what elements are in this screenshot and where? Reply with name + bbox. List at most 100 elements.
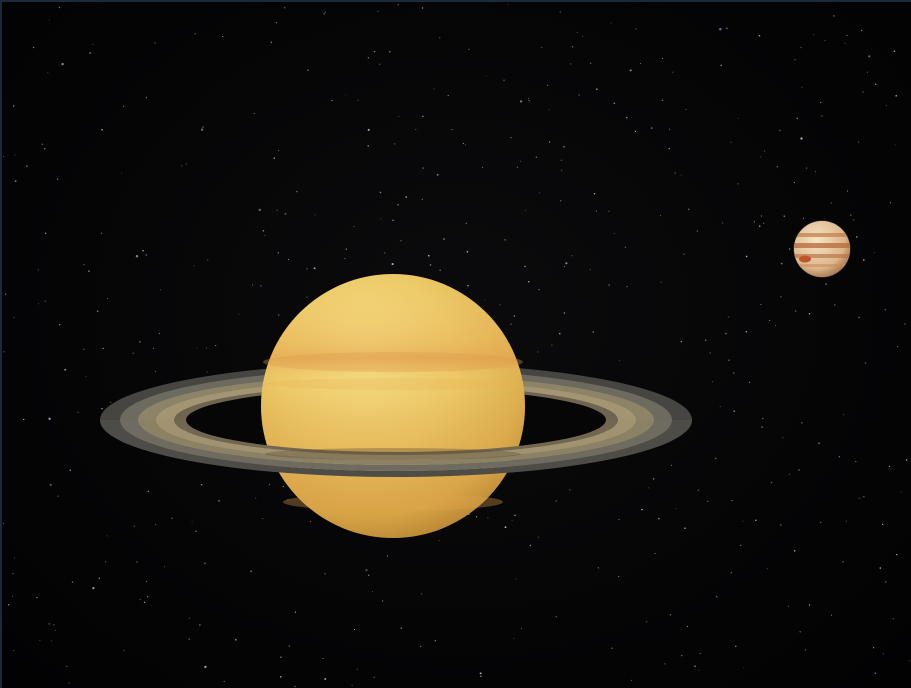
star [658,518,660,520]
star [737,117,739,119]
star [719,27,722,31]
star [563,146,565,148]
star [158,332,160,334]
star [897,346,899,348]
star [89,52,91,54]
star [664,663,666,665]
star [519,160,522,162]
star [782,437,784,439]
star [776,165,779,168]
star [83,264,85,266]
star [555,615,558,618]
star [654,553,656,554]
star [195,530,197,532]
star [668,147,670,150]
star [53,624,55,626]
star [770,481,773,484]
star [37,303,40,305]
star [253,112,255,115]
star [675,507,677,510]
star [193,265,195,267]
star [427,254,430,257]
star [88,270,90,272]
star [699,652,701,655]
star [864,362,867,364]
star [439,37,441,39]
star [760,303,762,306]
star [727,316,729,318]
star [314,214,316,216]
star [47,72,49,74]
star [421,198,423,200]
star [277,314,280,316]
star [110,401,112,403]
star [353,628,356,631]
star [831,614,833,616]
saturn-planet [261,274,525,538]
star [147,596,149,598]
star [894,144,896,146]
star [733,410,735,412]
star [485,75,487,77]
star [613,232,615,234]
star [842,561,844,563]
star [48,417,51,420]
star [529,544,531,547]
star [480,675,482,678]
star [71,581,74,583]
star [397,203,399,206]
star [820,521,822,524]
star [345,248,347,250]
star [569,63,572,65]
star [613,102,616,105]
star [641,508,643,511]
star [788,473,791,475]
star [824,40,826,42]
star [7,604,10,606]
star [287,499,289,501]
star [762,418,764,420]
star [731,499,733,502]
star [507,3,509,5]
star [259,284,262,287]
star [324,573,326,575]
star [858,316,860,319]
star [881,523,884,526]
star [262,518,264,520]
star [351,684,353,686]
star [551,344,553,346]
star [669,614,672,616]
star [26,165,28,167]
star [730,141,732,143]
star [783,215,785,217]
star [721,222,724,224]
star [808,604,811,606]
star [59,324,61,326]
star [589,62,592,64]
star [201,126,205,129]
star [519,100,523,103]
star [50,640,52,642]
star [277,149,280,152]
star [789,248,791,250]
star [287,258,289,261]
star [92,43,94,45]
star [684,527,686,530]
star [618,519,620,521]
star [798,469,800,471]
star [288,645,290,647]
star [745,330,748,333]
star [356,668,358,670]
star [222,35,224,38]
star [397,4,399,6]
star [64,368,67,371]
star [879,567,882,569]
star [85,375,87,377]
star [398,115,400,117]
star [846,35,848,37]
star [264,234,266,237]
star [155,524,157,526]
star [77,411,79,413]
star [421,593,423,595]
star [634,130,637,133]
